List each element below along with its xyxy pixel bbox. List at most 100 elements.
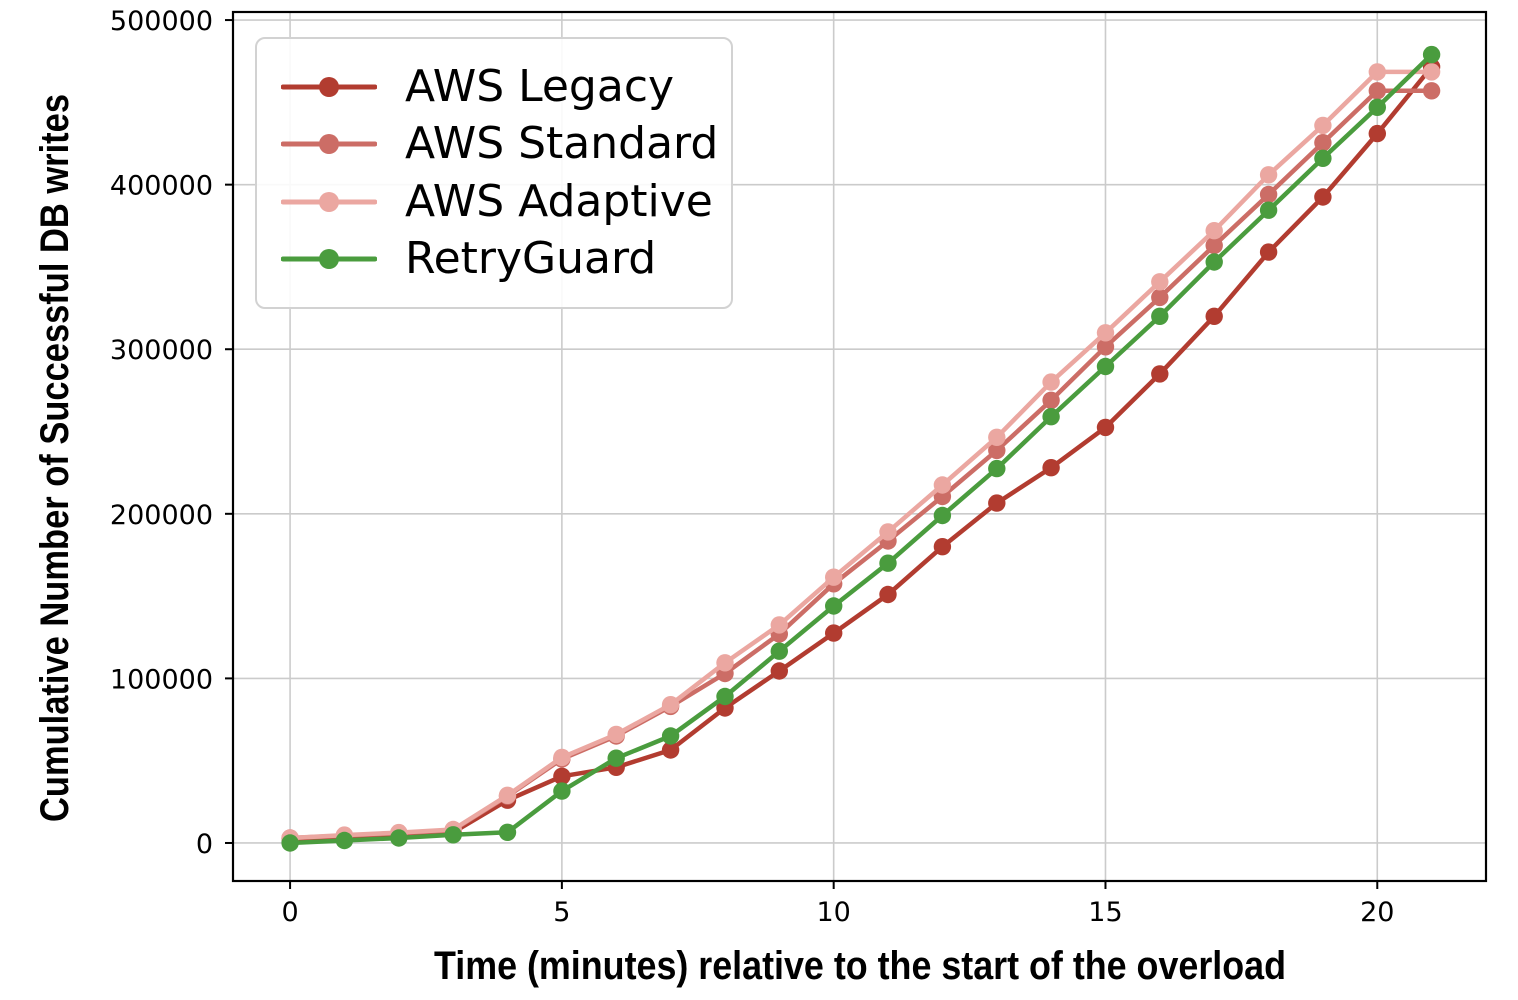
point-retryguard: [335, 831, 354, 850]
series-layer: [281, 45, 1441, 852]
y-tick-label: 500000: [110, 6, 213, 37]
y-tick-label: 300000: [110, 335, 213, 366]
point-aws-standard: [988, 441, 1006, 460]
y-tick-label: 400000: [110, 171, 213, 202]
point-aws-adaptive: [1042, 373, 1060, 391]
x-tick-label: 0: [281, 897, 298, 928]
point-aws-legacy: [1096, 418, 1115, 437]
point-aws-adaptive: [1368, 63, 1387, 81]
line-aws-legacy: [287, 64, 1434, 842]
line-retryguard: [287, 52, 1434, 846]
point-aws-adaptive: [1314, 116, 1332, 135]
legend-sample-line: [281, 77, 377, 97]
point-retryguard: [498, 823, 517, 841]
point-retryguard: [607, 749, 625, 767]
legend-label: AWS Legacy: [405, 61, 675, 112]
y-axis-label: Cumulative Number of Successful DB write…: [33, 94, 77, 822]
legend-entry-aws-legacy: AWS Legacy: [281, 59, 721, 115]
point-retryguard: [661, 727, 680, 745]
legend-marker: [319, 77, 339, 97]
point-aws-standard: [1314, 134, 1332, 152]
point-aws-adaptive: [661, 696, 680, 714]
point-aws-adaptive: [716, 654, 734, 672]
point-aws-adaptive: [553, 748, 571, 767]
point-retryguard: [988, 459, 1006, 478]
point-aws-legacy: [770, 662, 788, 680]
point-aws-adaptive: [933, 476, 952, 494]
legend: AWS Legacy AWS Standard AWS Adaptive RetryG…: [255, 37, 733, 309]
legend-label: AWS Adaptive: [405, 175, 713, 227]
legend-marker: [319, 248, 339, 269]
point-retryguard: [825, 597, 843, 615]
series-aws-adaptive: [281, 63, 1441, 847]
legend-label: AWS Standard: [405, 118, 719, 170]
point-aws-legacy: [661, 741, 680, 759]
y-tick-label: 100000: [110, 664, 213, 695]
legend-entry-aws-adaptive: AWS Adaptive: [281, 174, 721, 230]
point-retryguard: [1151, 307, 1169, 325]
point-retryguard: [770, 642, 788, 660]
series-retryguard: [281, 45, 1441, 852]
point-retryguard: [553, 782, 571, 800]
point-retryguard: [716, 687, 734, 706]
point-aws-standard: [1205, 236, 1223, 255]
point-aws-legacy: [1259, 243, 1278, 261]
point-aws-adaptive: [988, 428, 1006, 446]
legend-sample-line: [281, 191, 377, 212]
x-tick-label: 20: [1360, 897, 1394, 928]
point-aws-legacy: [825, 624, 843, 642]
point-aws-adaptive: [825, 568, 843, 586]
point-retryguard: [1042, 408, 1060, 426]
point-aws-standard: [1151, 288, 1169, 307]
legend-sample-line: [281, 134, 377, 155]
point-aws-legacy: [933, 538, 952, 556]
point-retryguard: [933, 506, 952, 525]
point-retryguard: [1422, 45, 1441, 64]
y-tick-label: 200000: [110, 500, 213, 531]
point-aws-standard: [1422, 82, 1441, 100]
legend-entry-retryguard: RetryGuard: [281, 231, 721, 287]
x-tick-label: 10: [816, 897, 850, 928]
point-aws-standard: [1096, 338, 1115, 356]
point-aws-standard: [1042, 391, 1060, 409]
point-aws-adaptive: [1259, 166, 1278, 184]
legend-sample-line: [281, 248, 377, 269]
point-retryguard: [1096, 357, 1115, 376]
legend-entry-aws-standard: AWS Standard: [281, 116, 721, 172]
x-tick-label: 5: [553, 897, 570, 928]
line-aws-adaptive: [287, 69, 1434, 841]
point-retryguard: [390, 829, 408, 847]
point-retryguard: [1205, 253, 1223, 271]
point-aws-adaptive: [498, 786, 517, 804]
point-aws-adaptive: [770, 616, 788, 634]
point-aws-legacy: [1042, 459, 1060, 477]
plot-border: [231, 10, 1488, 883]
point-aws-legacy: [988, 494, 1006, 512]
x-axis-label: Time (minutes) relative to the start of …: [434, 944, 1286, 988]
point-retryguard: [444, 826, 462, 844]
point-retryguard: [1368, 98, 1387, 117]
point-aws-adaptive: [1151, 273, 1169, 291]
point-retryguard: [1314, 149, 1332, 167]
point-aws-legacy: [879, 585, 897, 604]
point-aws-adaptive: [879, 523, 897, 541]
y-tick-label: 0: [196, 829, 213, 860]
legend-label: RetryGuard: [405, 232, 657, 284]
point-aws-adaptive: [1205, 222, 1223, 240]
point-aws-adaptive: [1422, 63, 1441, 81]
legend-marker: [319, 191, 339, 212]
axis-ticks: 0 5 10 15 20 0 100000 200000 300000 400000 500000: [110, 6, 1395, 928]
point-aws-legacy: [553, 767, 571, 785]
point-aws-legacy: [1205, 307, 1223, 325]
point-aws-standard: [1259, 185, 1278, 204]
point-aws-adaptive: [1096, 324, 1115, 342]
point-aws-adaptive: [607, 725, 625, 744]
legend-marker: [319, 134, 339, 155]
point-retryguard: [1259, 201, 1278, 219]
point-retryguard: [879, 554, 897, 572]
point-aws-legacy: [1314, 188, 1332, 206]
point-aws-legacy: [1368, 124, 1387, 143]
x-tick-label: 15: [1088, 897, 1122, 928]
